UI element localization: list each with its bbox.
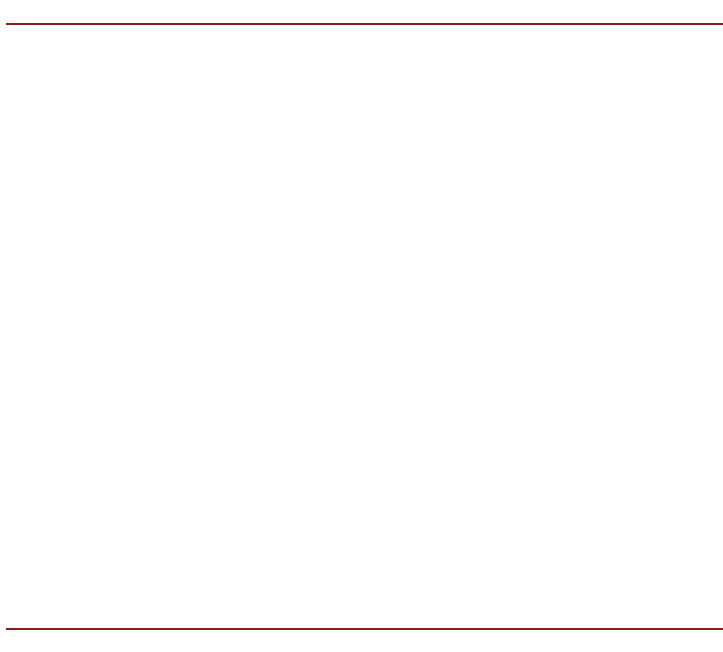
source-rule xyxy=(6,628,723,630)
title-rule xyxy=(6,23,723,25)
